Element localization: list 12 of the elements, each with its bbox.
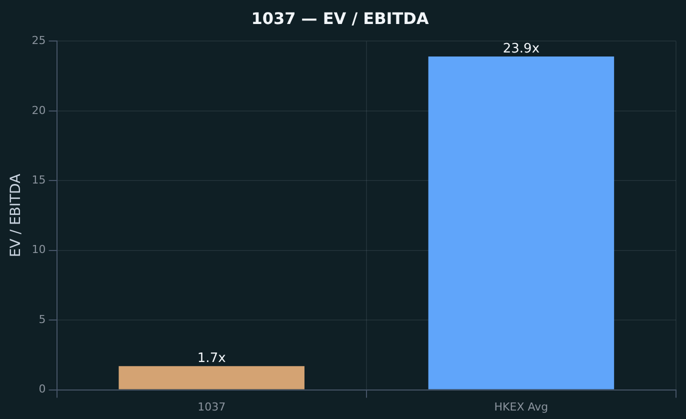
y-tick-label: 15 (32, 174, 46, 186)
y-tick-label: 20 (32, 104, 46, 117)
y-tick-label: 5 (38, 312, 46, 326)
y-tick-label: 10 (32, 243, 46, 256)
y-tick-label: 25 (32, 34, 46, 48)
data-label: 23.9x (502, 41, 540, 56)
x-tick-label: 1037 (198, 400, 226, 414)
x-tick-label: HKEX Avg (494, 400, 548, 414)
data-label: 1.7x (197, 350, 226, 366)
chart-title: 1037 — EV / EBITDA (251, 8, 430, 28)
y-axis-title: EV / EBITDA (8, 173, 24, 258)
y-tick-label: 0 (38, 382, 46, 396)
